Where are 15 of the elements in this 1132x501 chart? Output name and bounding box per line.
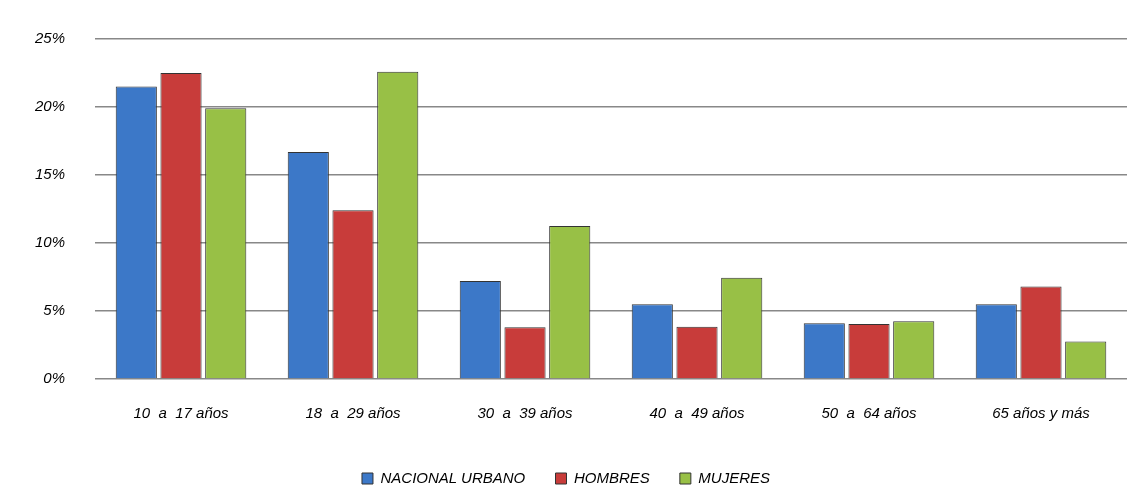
x-tick-label: 50 a 64 años (821, 404, 918, 422)
legend-label: HOMBRES (574, 468, 650, 486)
x-tick-label: 65 años y más (992, 404, 1091, 422)
x-tick-label: 18 a 29 años (305, 404, 402, 422)
y-tick-label: 5% (43, 301, 66, 319)
y-tick-label: 10% (34, 233, 66, 251)
y-tick-label: 15% (34, 165, 66, 183)
y-tick-label: 20% (33, 97, 66, 115)
x-tick-label: 30 a 39 años (477, 404, 574, 422)
legend-label: NACIONAL URBANO (380, 468, 526, 486)
x-tick-label: 40 a 49 años (649, 404, 746, 422)
x-tick-label: 10 a 17 años (133, 404, 230, 422)
y-tick-label: 25% (33, 29, 66, 47)
y-tick-label: 0% (43, 369, 66, 387)
legend-label: MUJERES (698, 468, 771, 486)
